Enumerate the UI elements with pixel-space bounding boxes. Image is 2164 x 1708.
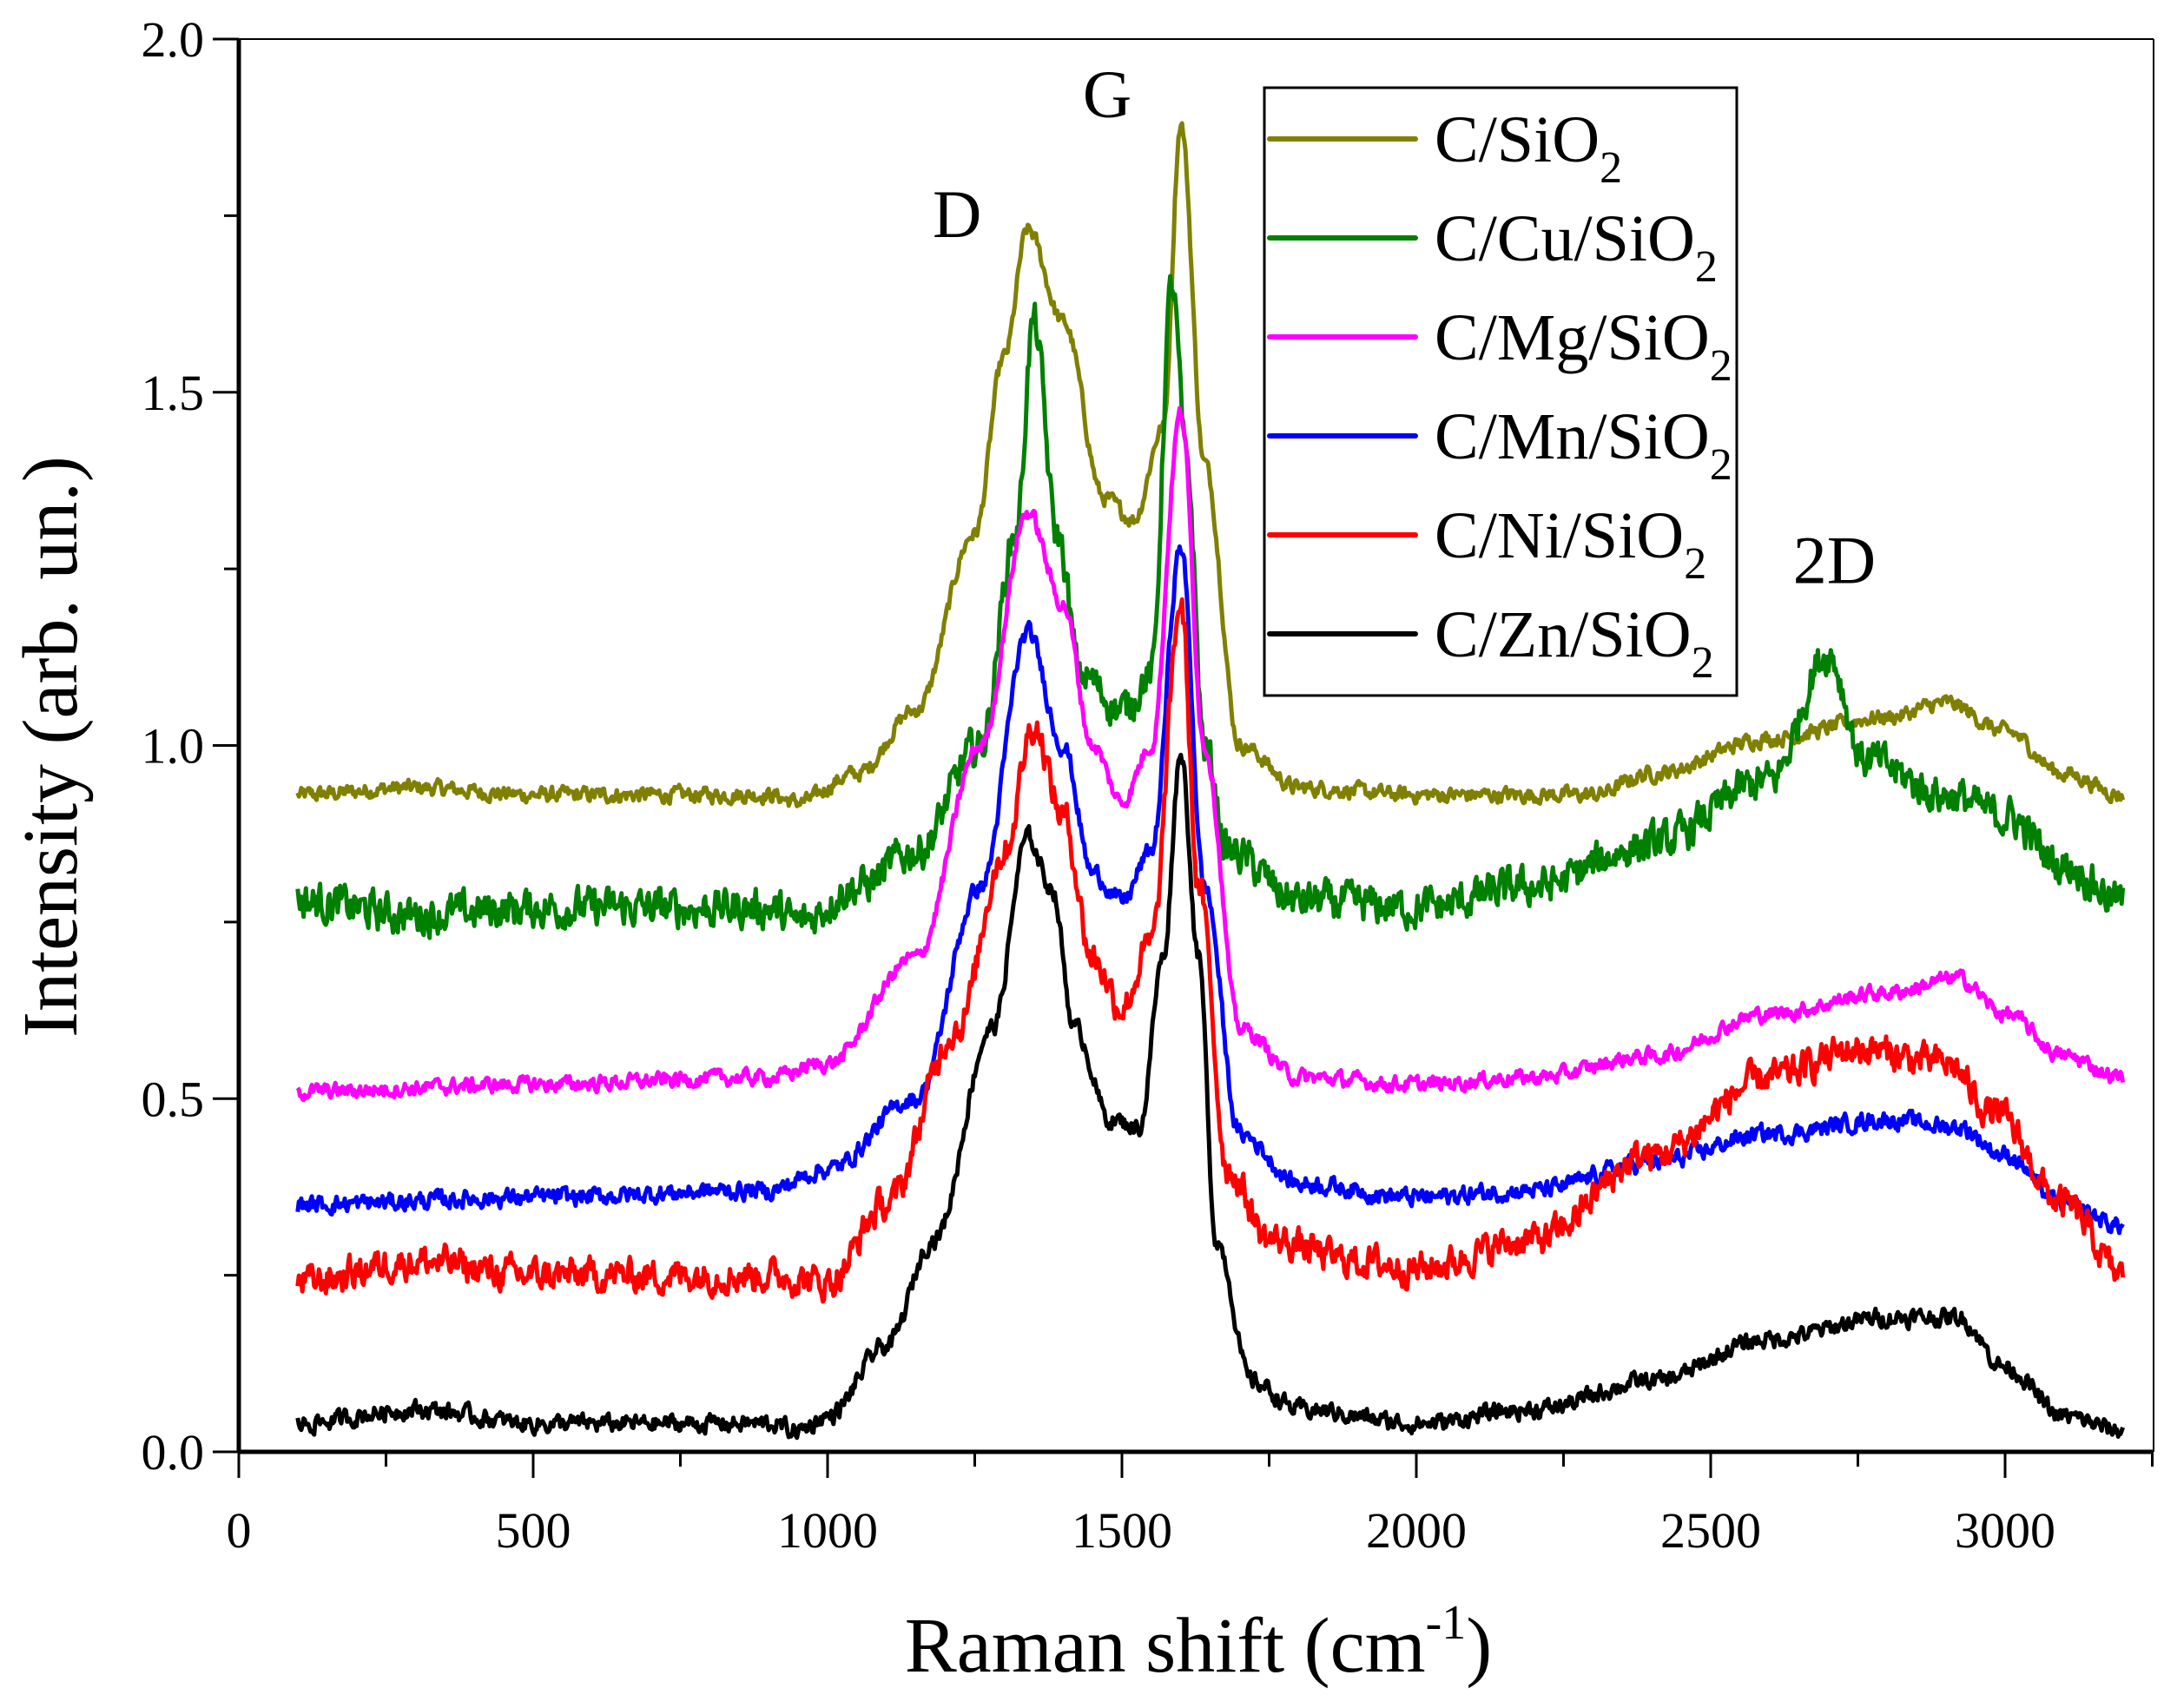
x-tick-label: 3000 [1955,1502,2055,1559]
axes: 0 500 1000 1500 2000 2500 3000 0.0 0.5 1.0 1.5 2.0 [142,11,2154,1559]
x-tick-label: 0 [227,1502,252,1559]
legend-item: C/Zn/SiO2 [1267,598,1714,688]
series-line-c-ni-sio2 [295,597,2126,1304]
x-tick-label: 2000 [1366,1502,1467,1559]
legend-item: C/Mn/SiO2 [1267,400,1732,490]
series-line-c-cu-sio2 [295,274,2126,940]
peak-label-d: D [933,176,981,252]
legend-item: C/Mg/SiO2 [1267,301,1732,391]
x-axis-title-main: Raman shift (cm [905,1603,1426,1689]
legend-label: C/Zn/SiO2 [1435,598,1714,688]
legend-label: C/Ni/SiO2 [1435,499,1706,589]
legend-item: C/SiO2 [1267,103,1622,193]
x-tick-label: 1500 [1072,1502,1172,1559]
series-line-c-zn-sio2 [295,752,2125,1441]
legend-label: C/Cu/SiO2 [1435,202,1718,292]
series-line-c-mn-sio2 [295,544,2125,1236]
x-axis-title: Raman shift (cm-1) [905,1596,1493,1689]
y-tick-label: 1.5 [142,365,205,421]
series-layer [295,121,2126,1441]
y-tick-label: 0.5 [142,1071,205,1127]
y-tick-label: 1.0 [142,718,205,775]
series-line-c-sio2 [295,121,2126,808]
legend-label: C/Mn/SiO2 [1435,400,1732,490]
y-axis-title: Intensity (arb. un.) [8,456,94,1038]
legend-item: C/Ni/SiO2 [1267,499,1706,589]
legend-label: C/Mg/SiO2 [1435,301,1732,391]
x-tick-label: 2500 [1660,1502,1761,1559]
x-tick-label: 500 [496,1502,571,1559]
series-line-c-mg-sio2 [295,406,2126,1103]
legend: C/SiO2C/Cu/SiO2C/Mg/SiO2C/Mn/SiO2C/Ni/Si… [1263,86,1738,697]
legend-item: C/Cu/SiO2 [1267,202,1718,292]
peak-label-g: G [1083,56,1131,131]
y-tick-label: 0.0 [142,1424,205,1480]
y-tick-label: 2.0 [142,11,205,68]
x-axis-title-sup: -1 [1426,1596,1467,1650]
peak-label-2d: 2D [1793,522,1876,597]
x-axis-title-end: ) [1466,1603,1492,1689]
x-tick-label: 1000 [777,1502,878,1559]
legend-label: C/SiO2 [1435,103,1622,193]
peak-annotations: D G 2D [933,56,1876,597]
legend-box [1263,86,1738,697]
